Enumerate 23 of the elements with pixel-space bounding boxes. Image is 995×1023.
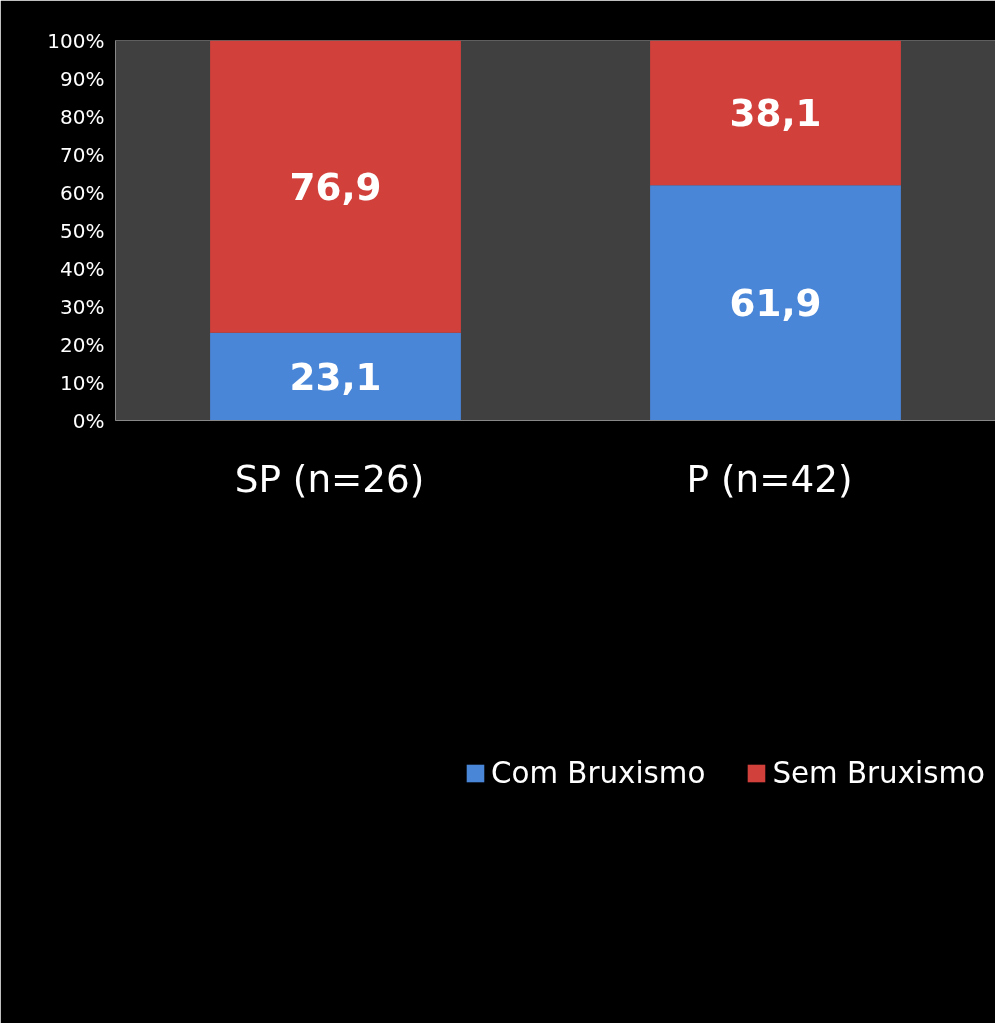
x-tick-label: SP (n=26) (234, 456, 425, 501)
y-tick-label: 50% (60, 218, 105, 243)
y-tick-label: 10% (60, 370, 105, 395)
legend-label: Com Bruxismo (490, 756, 706, 790)
y-tick-label: 100% (47, 28, 105, 53)
legend-label: Sem Bruxismo (772, 756, 985, 790)
bar (650, 40, 901, 186)
bar (210, 40, 461, 333)
x-tick-label: P (n=42) (686, 456, 853, 501)
data-label: 23,1 (289, 355, 382, 400)
y-tick-label: 0% (72, 408, 105, 433)
y-tick-label: 90% (60, 66, 105, 91)
y-tick-label: 30% (60, 294, 105, 319)
data-label: 61,9 (729, 281, 822, 326)
bar (650, 185, 901, 421)
y-tick-label: 20% (60, 332, 105, 357)
y-tick-label: 60% (60, 180, 105, 205)
bar (210, 332, 461, 421)
data-label: 76,9 (289, 165, 382, 210)
y-tick-label: 40% (60, 256, 105, 281)
data-label: 38,1 (729, 91, 822, 136)
y-tick-label: 80% (60, 104, 105, 129)
y-tick-label: 70% (60, 142, 105, 167)
